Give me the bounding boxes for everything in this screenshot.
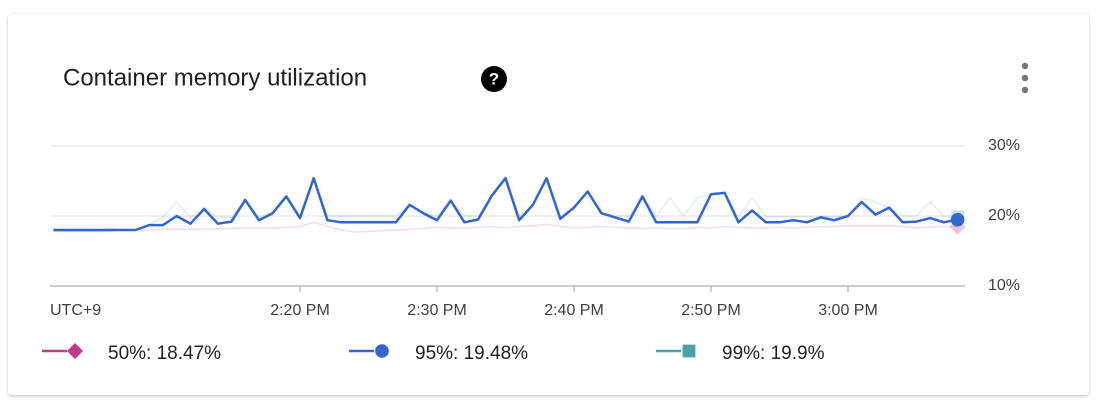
x-tick-label: 2:50 PM bbox=[681, 302, 741, 319]
y-tick-label: 30% bbox=[988, 137, 1020, 154]
legend-label: 99%: 19.9% bbox=[722, 343, 825, 364]
more-menu[interactable] bbox=[1021, 62, 1029, 94]
legend-marker bbox=[375, 344, 389, 358]
help-icon[interactable] bbox=[481, 66, 507, 92]
end-marker bbox=[950, 212, 965, 227]
series-line bbox=[53, 176, 958, 232]
series-line bbox=[53, 221, 958, 233]
y-tick-label: 10% bbox=[988, 277, 1020, 294]
x-tick-label: 3:00 PM bbox=[818, 302, 878, 319]
chart-title: Container memory utilization bbox=[63, 64, 367, 91]
help-icon-text[interactable]: ? bbox=[489, 69, 499, 88]
legend-label: 50%: 18.47% bbox=[108, 343, 221, 364]
legend-marker bbox=[67, 343, 83, 359]
x-tick-label: 2:30 PM bbox=[407, 302, 467, 319]
x-tick-label: 2:20 PM bbox=[270, 302, 330, 319]
card bbox=[8, 14, 1089, 395]
x-tick-label: 2:40 PM bbox=[544, 302, 604, 319]
legend-marker bbox=[682, 344, 696, 358]
legend-label: 95%: 19.48% bbox=[415, 343, 528, 364]
y-tick-label: 20% bbox=[988, 207, 1020, 224]
timezone-label: UTC+9 bbox=[50, 302, 101, 319]
